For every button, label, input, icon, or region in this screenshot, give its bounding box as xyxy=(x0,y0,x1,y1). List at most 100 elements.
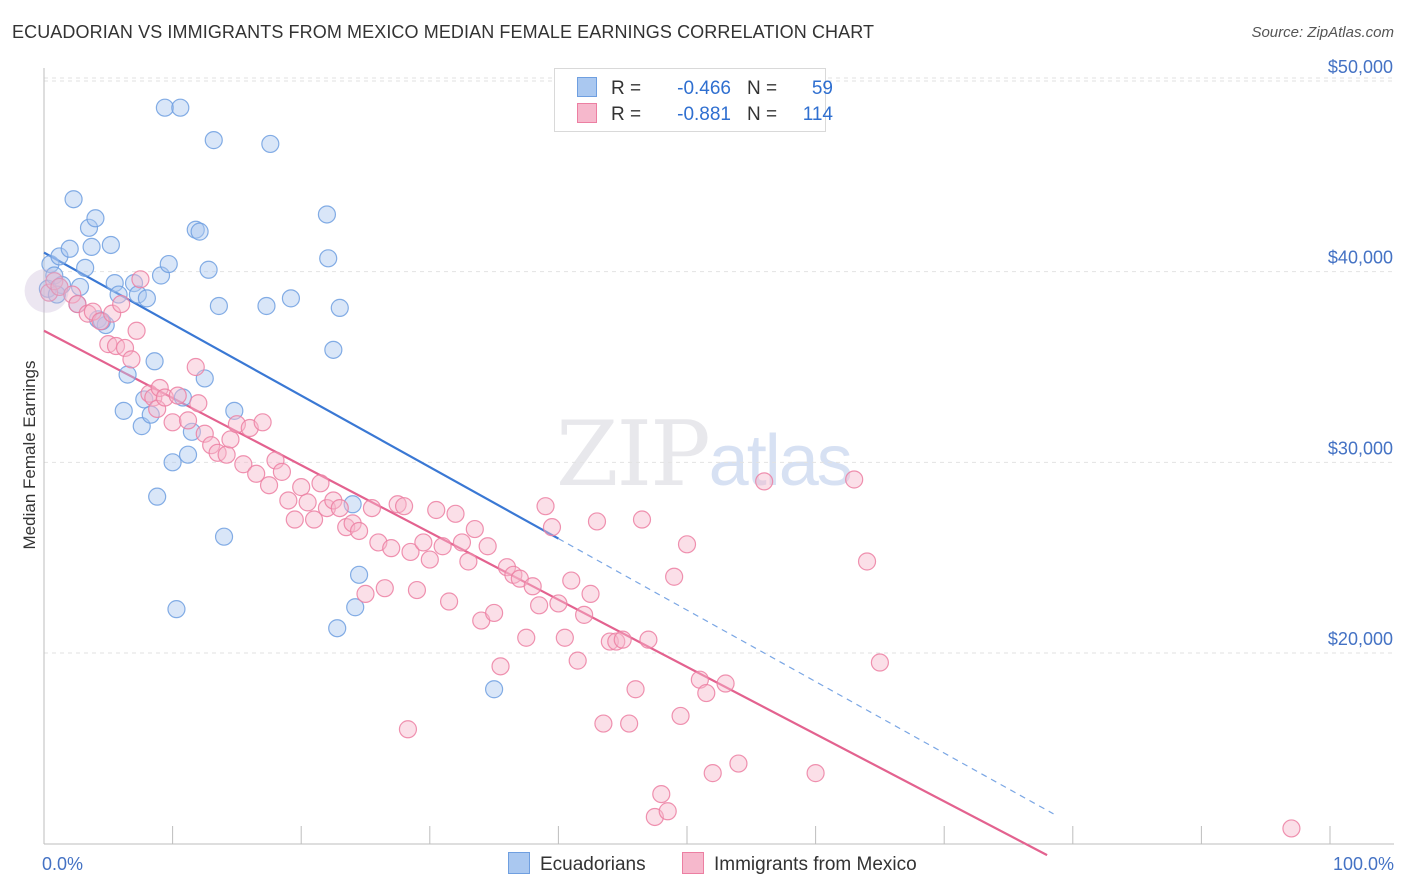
ecuadorian-point xyxy=(199,260,218,279)
overlap-cluster-point xyxy=(24,268,69,313)
mexico-point xyxy=(497,558,517,577)
series-legend: Ecuadorians Immigrants from Mexico xyxy=(0,852,1406,878)
trend-lines xyxy=(43,251,1054,857)
ecuadorian-point xyxy=(82,237,101,256)
y-tick-label: $30,000 xyxy=(1328,438,1393,458)
mexico-point xyxy=(517,628,536,647)
x-tick-label: 100.0% xyxy=(1333,854,1394,874)
mexico-point xyxy=(626,680,645,699)
ecuadorian-point xyxy=(60,239,79,258)
mexico-point xyxy=(311,474,330,493)
axes xyxy=(43,68,1394,845)
mexico-point xyxy=(652,784,671,804)
ecuadorian-point xyxy=(324,340,343,359)
mexico-point xyxy=(202,436,221,455)
mexico-point xyxy=(272,462,292,481)
legend-swatch-ecuadorians xyxy=(577,77,597,97)
legend-n-value: 114 xyxy=(802,104,833,125)
ecuadorian-point xyxy=(86,209,105,228)
mexico-point xyxy=(398,720,418,739)
mexico-point xyxy=(45,272,64,291)
mexico-point xyxy=(755,472,774,491)
correlation-legend: R = -0.466 N = 59 R = -0.881 N = 114 xyxy=(554,68,833,132)
mexico-point xyxy=(677,535,697,554)
ecuadorian-point xyxy=(346,598,365,617)
mexico-point xyxy=(433,537,452,556)
mexico-point xyxy=(581,584,600,603)
legend-swatch-mexico xyxy=(577,103,597,123)
source-attribution: Source: ZipAtlas.com xyxy=(1251,24,1394,41)
y-axis-label: Median Female Earnings xyxy=(20,361,39,550)
ecuadorian-point xyxy=(261,134,280,154)
mexico-point xyxy=(401,542,420,562)
mexico-point xyxy=(285,510,304,529)
ecuadorian-point xyxy=(135,390,154,409)
mexico-point xyxy=(555,628,574,647)
mexico-point xyxy=(106,336,126,356)
mexico-point xyxy=(122,350,141,369)
mexico-point xyxy=(549,594,568,613)
mexico-point xyxy=(665,567,684,586)
ecuadorian-point xyxy=(485,680,504,699)
mexico-point xyxy=(112,294,131,314)
mexico-point xyxy=(607,632,626,651)
ecuadorian-point xyxy=(163,453,182,472)
mexico-point xyxy=(594,714,613,733)
y-tick-label: $20,000 xyxy=(1328,629,1393,649)
mexico-point xyxy=(83,302,102,321)
mexico-point xyxy=(806,764,825,783)
watermark-zip: ZIP xyxy=(556,402,711,507)
mexico-point xyxy=(178,411,198,430)
y-tick-label: $40,000 xyxy=(1328,248,1393,268)
mexico-point xyxy=(845,470,864,489)
watermark: ZIPatlas xyxy=(556,402,853,507)
mexico-point xyxy=(658,802,677,821)
ecuadorian-point xyxy=(105,274,124,293)
ecuadorian-point xyxy=(137,289,156,308)
ecuadorian-point xyxy=(64,190,83,209)
mexico-point xyxy=(150,378,169,398)
ecuadorian-point xyxy=(50,247,69,266)
mexico-point xyxy=(63,285,82,304)
ecuadorian-point xyxy=(76,258,95,277)
mexico-point xyxy=(324,491,343,510)
chart-title: ECUADORIAN VS IMMIGRANTS FROM MEXICO MED… xyxy=(12,22,875,42)
mexico-point xyxy=(729,754,748,773)
x-tick-label: 0.0% xyxy=(42,854,83,874)
ecuadorian-point xyxy=(214,527,234,546)
mexico-point xyxy=(330,498,349,518)
mexico-point xyxy=(298,493,317,512)
mexico-point xyxy=(221,430,240,449)
mexico-point xyxy=(279,491,298,510)
mexico-point xyxy=(478,537,497,556)
mexico-point xyxy=(465,519,484,539)
legend-r-label: R = xyxy=(611,78,642,99)
data-points xyxy=(24,98,1301,838)
mexico-point xyxy=(127,321,146,340)
mexico-point xyxy=(317,498,337,518)
mexico-point xyxy=(247,464,266,483)
ecuadorian-point xyxy=(101,235,120,255)
ecuadorian-point xyxy=(159,254,178,274)
mexico-point xyxy=(217,445,236,464)
legend-row-ecuadorians: R = -0.466 N = 59 xyxy=(577,77,833,101)
mexico-point xyxy=(414,533,433,552)
mexico-point xyxy=(266,451,285,470)
series-legend-mexico: Immigrants from Mexico xyxy=(682,852,917,876)
mexico-point xyxy=(168,386,187,405)
mexico-point xyxy=(697,683,716,703)
tick-labels: $20,000 $30,000 $40,000 $50,000 0.0% 100.0% xyxy=(42,57,1394,874)
mexico-point xyxy=(439,592,459,611)
y-tick-label: $50,000 xyxy=(1328,57,1393,77)
ecuadorian-point xyxy=(79,218,99,237)
mexico-point xyxy=(870,653,890,672)
mexico-point xyxy=(234,455,253,474)
ecuadorian-point xyxy=(155,98,174,117)
mexico-point xyxy=(427,500,446,520)
mexico-point xyxy=(349,521,369,541)
mexico-point xyxy=(189,394,208,413)
mexico-point xyxy=(491,657,510,676)
mexico-point xyxy=(446,504,465,523)
mexico-point xyxy=(1282,819,1301,838)
mexico-point xyxy=(703,764,722,783)
